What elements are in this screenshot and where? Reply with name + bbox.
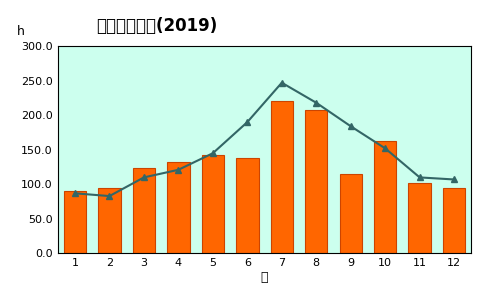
X-axis label: 月: 月 — [260, 271, 268, 284]
Bar — [442, 188, 464, 253]
Bar — [167, 162, 189, 253]
Bar — [201, 155, 224, 253]
Bar — [270, 101, 292, 253]
Bar — [236, 158, 258, 253]
Bar — [339, 174, 361, 253]
Bar — [98, 188, 120, 253]
Bar — [408, 183, 430, 253]
Text: 月間日照時間(2019): 月間日照時間(2019) — [96, 17, 217, 35]
Bar — [132, 168, 155, 253]
Bar — [64, 191, 86, 253]
Bar — [304, 110, 327, 253]
Bar — [373, 141, 396, 253]
Text: h: h — [16, 25, 24, 38]
